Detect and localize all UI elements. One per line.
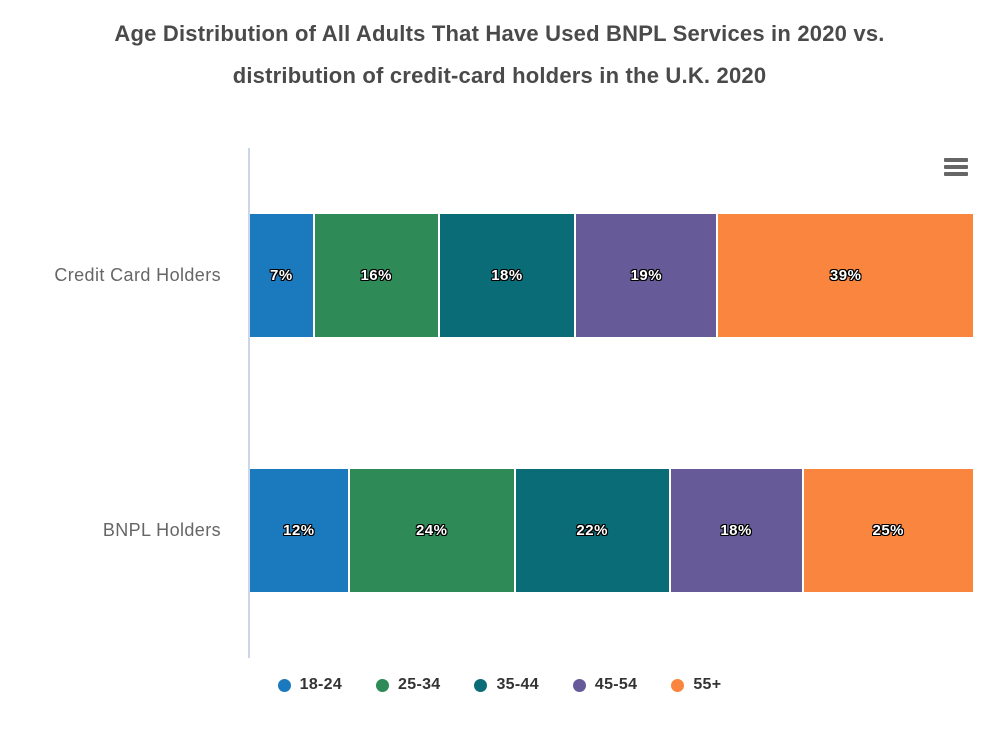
legend-marker-icon	[671, 678, 685, 692]
category-row: BNPL Holders 12% 24% 22% 18% 25%	[0, 403, 973, 658]
data-label: 25%	[872, 522, 905, 539]
chart-title-line-1: Age Distribution of All Adults That Have…	[114, 21, 885, 46]
bar-segment-35-44[interactable]: 18%	[439, 214, 575, 337]
chart-context-menu-button[interactable]	[943, 155, 969, 179]
legend-marker-icon	[277, 678, 291, 692]
data-label: 19%	[630, 267, 663, 284]
legend-marker-icon	[376, 678, 390, 692]
legend: 18-24 25-34 35-44 45-54 55+	[0, 676, 999, 694]
chart-title: Age Distribution of All Adults That Have…	[0, 0, 999, 97]
category-row: Credit Card Holders 7% 16% 18% 19% 39%	[0, 148, 973, 403]
legend-label: 45-54	[594, 676, 638, 693]
data-label: 12%	[283, 522, 315, 539]
data-label: 18%	[720, 522, 752, 539]
legend-label: 18-24	[299, 676, 343, 693]
bar-segment-45-54[interactable]: 18%	[670, 469, 802, 592]
bar-rows: Credit Card Holders 7% 16% 18% 19% 39% BNPL Ho…	[0, 148, 973, 658]
legend-marker-icon	[572, 678, 586, 692]
stacked-bar: 7% 16% 18% 19% 39%	[250, 214, 973, 337]
data-label: 16%	[360, 267, 392, 284]
legend-label: 25-34	[398, 676, 441, 693]
bar-segment-18-24[interactable]: 7%	[250, 214, 313, 337]
data-label: 7%	[270, 267, 293, 284]
bar-segment-45-54[interactable]: 19%	[576, 214, 717, 337]
data-label: 24%	[415, 522, 448, 539]
legend-label: 55+	[693, 676, 722, 693]
category-axis-line	[248, 148, 250, 658]
hamburger-menu-icon	[944, 158, 968, 162]
bar-segment-25-34[interactable]: 16%	[314, 214, 438, 337]
bar-segment-55+[interactable]: 39%	[718, 214, 973, 337]
legend-item-18-24[interactable]: 18-24	[277, 676, 343, 694]
legend-item-25-34[interactable]: 25-34	[376, 676, 440, 694]
legend-label: 35-44	[496, 676, 539, 693]
data-label: 18%	[491, 267, 523, 284]
bar-segment-25-34[interactable]: 24%	[349, 469, 514, 592]
legend-item-35-44[interactable]: 35-44	[474, 676, 539, 694]
legend-marker-icon	[474, 678, 488, 692]
chart-title-line-2: distribution of credit-card holders in t…	[232, 63, 767, 88]
stacked-bar: 12% 24% 22% 18% 25%	[250, 469, 973, 592]
legend-item-55+[interactable]: 55+	[671, 676, 721, 694]
bar-segment-18-24[interactable]: 12%	[250, 469, 348, 592]
data-label: 39%	[829, 267, 862, 284]
legend-item-45-54[interactable]: 45-54	[572, 676, 638, 694]
category-label: Credit Card Holders	[54, 265, 221, 285]
plot-area: Credit Card Holders 7% 16% 18% 19% 39% BNPL Ho…	[0, 148, 973, 658]
data-label: 22%	[576, 522, 608, 539]
category-label: BNPL Holders	[102, 520, 221, 540]
bar-segment-35-44[interactable]: 22%	[515, 469, 669, 592]
bar-segment-55+[interactable]: 25%	[803, 469, 973, 592]
